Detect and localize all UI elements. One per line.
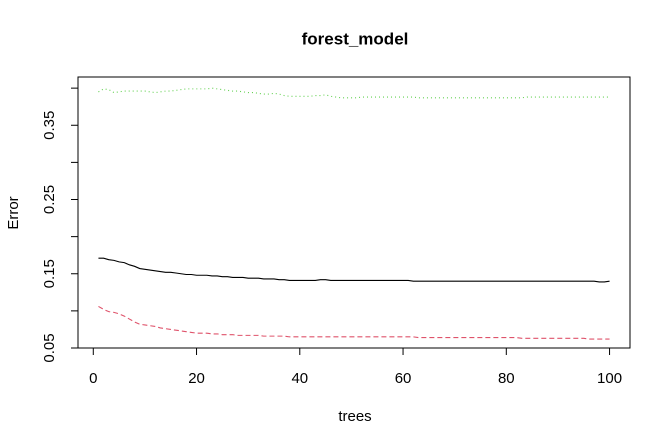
- y-axis-label: Error: [5, 196, 22, 229]
- x-tick-label: 60: [395, 370, 412, 387]
- x-axis-label: trees: [338, 408, 371, 425]
- x-tick-label: 20: [188, 370, 205, 387]
- x-tick-label: 40: [291, 370, 308, 387]
- y-tick-label: 0.15: [41, 259, 58, 288]
- x-tick-label: 80: [498, 370, 515, 387]
- x-tick-label: 0: [89, 370, 97, 387]
- series-line: [98, 305, 610, 340]
- x-tick-label: 100: [597, 370, 622, 387]
- y-tick-label: 0.05: [41, 333, 58, 362]
- y-tick-label: 0.35: [41, 111, 58, 140]
- series-line: [98, 87, 610, 99]
- chart-title: forest_model: [302, 29, 409, 48]
- series-line: [98, 257, 610, 283]
- plot-frame: [77, 76, 631, 349]
- y-tick-label: 0.25: [41, 185, 58, 214]
